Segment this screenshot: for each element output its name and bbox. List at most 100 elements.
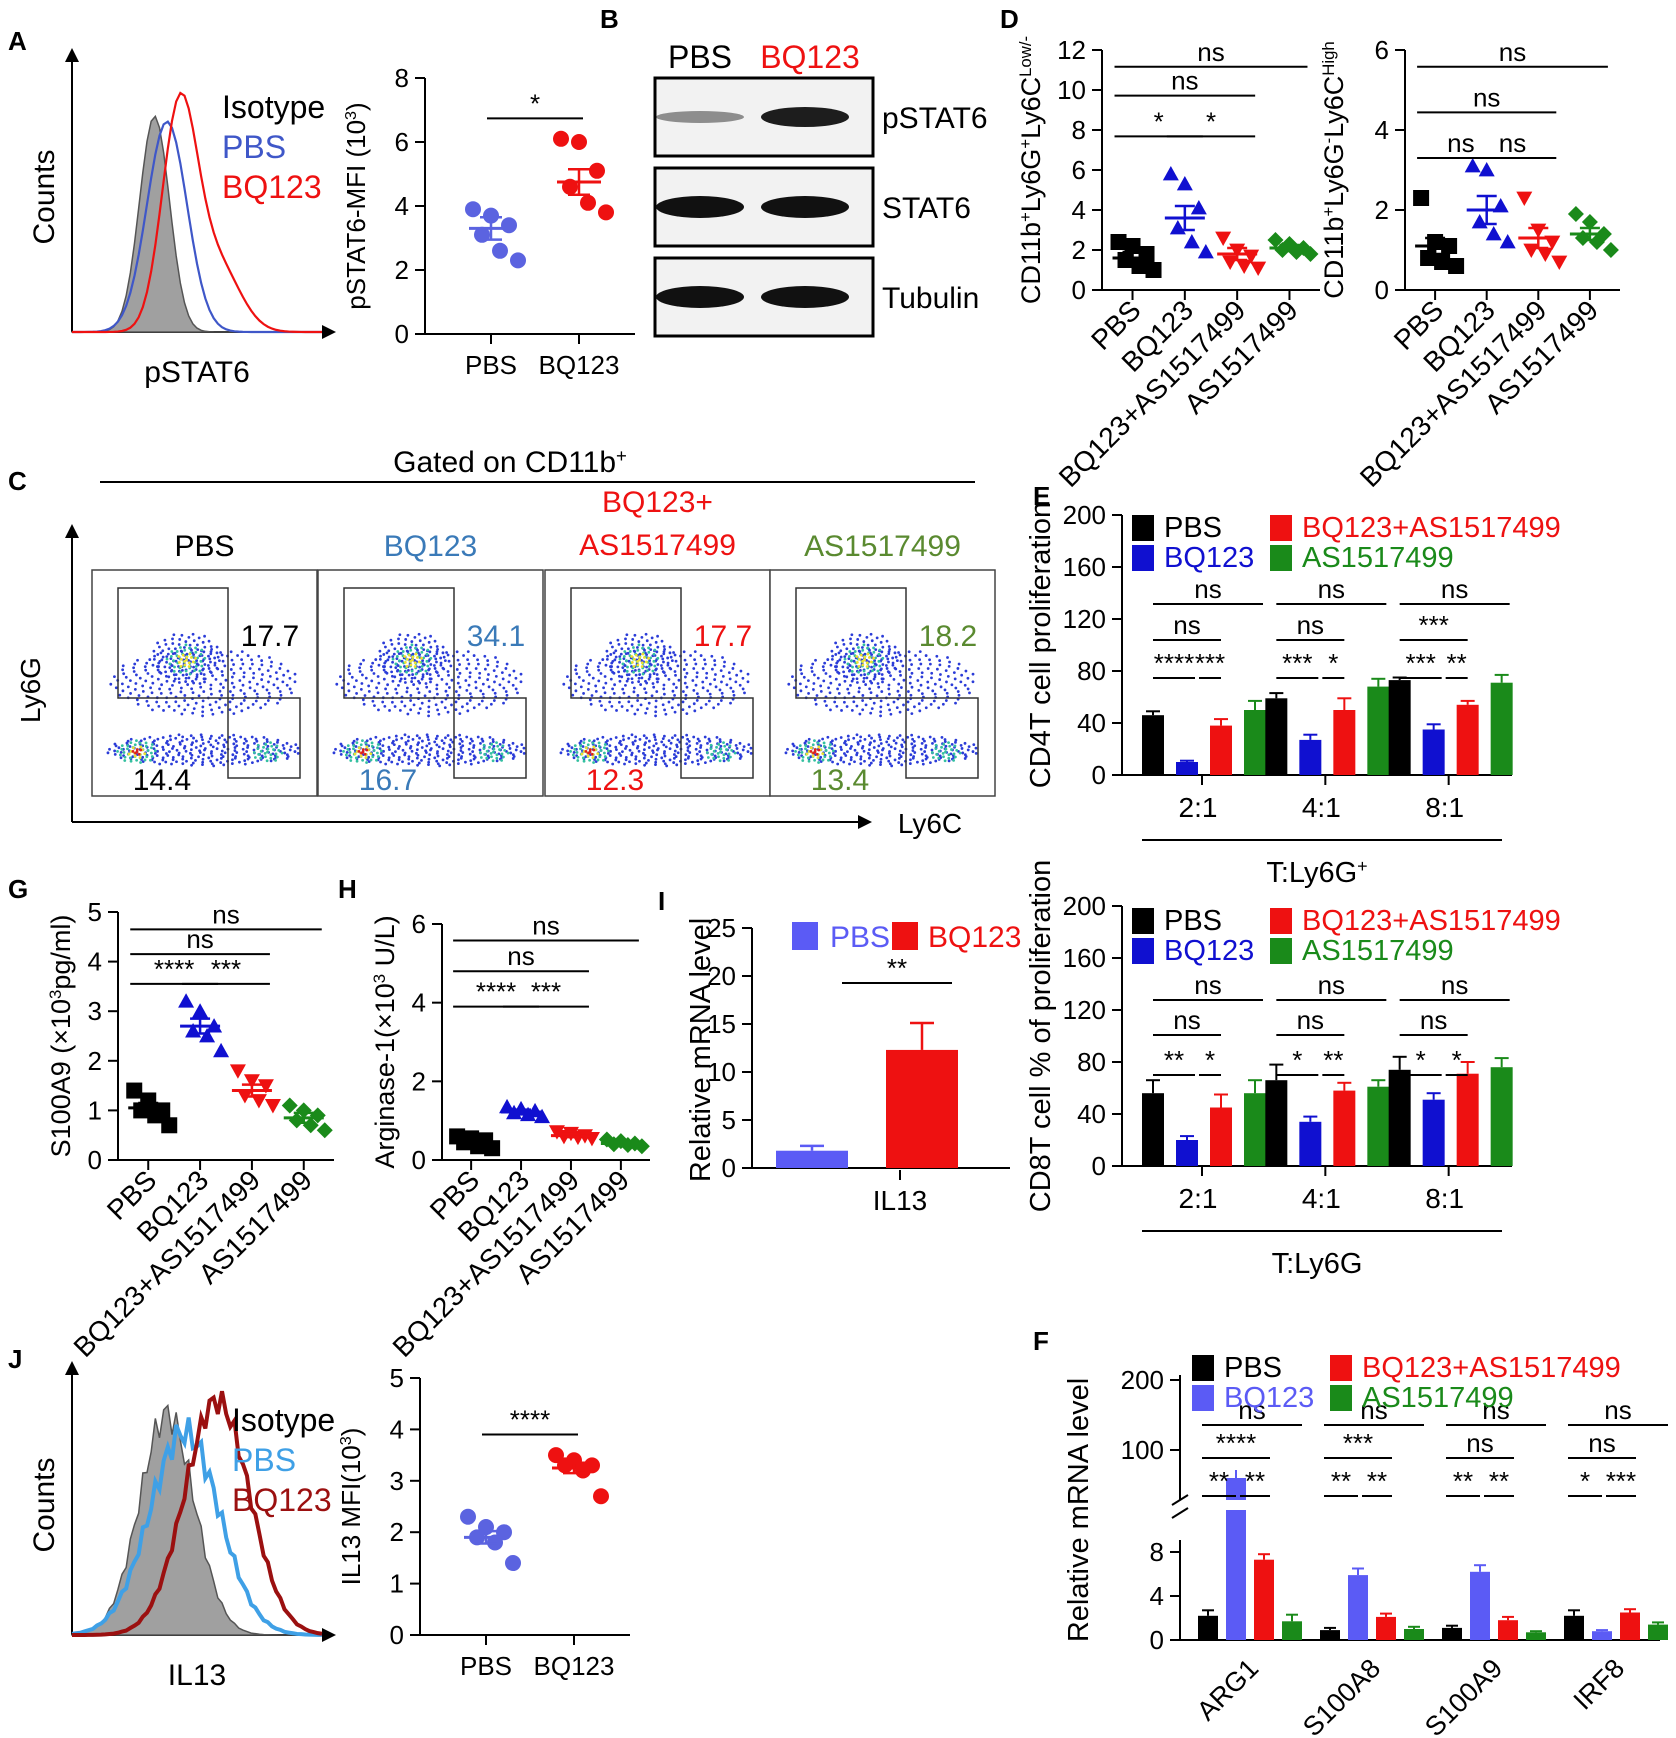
event-dot xyxy=(879,760,883,764)
event-dot xyxy=(399,677,403,681)
event-dot xyxy=(151,681,155,685)
event-dot xyxy=(181,673,185,677)
event-dot xyxy=(837,691,841,695)
event-dot xyxy=(784,751,788,755)
event-dot xyxy=(861,648,865,652)
event-dot xyxy=(153,751,157,755)
event-dot xyxy=(209,743,213,747)
event-dot xyxy=(201,710,205,714)
event-dot xyxy=(942,755,945,759)
event-dot xyxy=(945,691,949,695)
event-dot xyxy=(931,689,935,693)
event-dot xyxy=(447,673,450,677)
event-dot xyxy=(637,640,641,643)
event-dot xyxy=(911,746,915,749)
scatter-d-right-y-label: CD11b+Ly6G-Ly6CHigh xyxy=(1319,41,1350,298)
event-dot xyxy=(429,656,433,660)
event-dot xyxy=(888,762,892,766)
event-dot xyxy=(267,691,271,695)
event-dot xyxy=(619,754,623,757)
event-dot xyxy=(344,753,348,757)
bar xyxy=(1498,1620,1518,1640)
event-dot xyxy=(476,658,479,662)
label-part: 3 xyxy=(370,974,389,983)
event-dot xyxy=(582,737,586,741)
event-dot xyxy=(143,758,147,762)
event-dot xyxy=(573,747,577,751)
event-dot xyxy=(953,744,957,748)
event-dot xyxy=(966,676,970,680)
data-point xyxy=(1448,258,1465,274)
bars-e-top-y-label: CD4T cell proliferation xyxy=(1025,502,1057,788)
event-dot xyxy=(626,651,630,655)
event-dot xyxy=(168,734,172,738)
event-dot xyxy=(137,752,141,756)
event-dot xyxy=(865,635,869,639)
x-arrow xyxy=(322,325,336,339)
event-dot xyxy=(874,663,878,667)
event-dot xyxy=(124,675,128,679)
event-dot xyxy=(600,704,603,707)
event-dot xyxy=(183,744,187,748)
event-dot xyxy=(960,747,964,750)
event-dot xyxy=(623,668,627,672)
event-dot xyxy=(713,678,717,681)
event-dot xyxy=(926,686,930,690)
event-dot xyxy=(906,735,910,739)
event-dot xyxy=(228,690,232,693)
event-dot xyxy=(966,687,970,691)
event-dot xyxy=(207,667,211,670)
event-dot xyxy=(668,651,672,655)
event-dot xyxy=(617,700,621,704)
event-dot xyxy=(880,650,884,654)
event-dot xyxy=(718,738,722,741)
event-dot xyxy=(648,659,652,663)
event-dot xyxy=(893,758,897,762)
event-dot xyxy=(411,737,415,741)
event-dot xyxy=(813,698,817,702)
event-dot xyxy=(192,736,195,740)
event-dot xyxy=(461,705,464,709)
event-dot xyxy=(634,762,638,766)
event-dot xyxy=(393,705,397,708)
event-dot xyxy=(911,756,915,760)
event-dot xyxy=(588,748,592,752)
event-dot xyxy=(382,737,386,741)
event-dot xyxy=(278,690,282,693)
event-dot xyxy=(109,682,113,686)
event-dot xyxy=(135,758,139,762)
event-dot xyxy=(261,685,265,689)
event-dot xyxy=(959,680,963,684)
event-dot xyxy=(218,736,221,740)
event-dot xyxy=(478,748,482,752)
event-dot xyxy=(632,670,635,674)
event-dot xyxy=(150,743,154,746)
event-dot xyxy=(397,637,400,641)
event-dot xyxy=(417,660,421,664)
event-dot xyxy=(417,761,421,765)
scatter-d-left-sig: * xyxy=(1206,106,1216,136)
event-dot xyxy=(460,740,464,743)
event-dot xyxy=(588,673,591,677)
event-dot xyxy=(601,658,605,661)
event-dot xyxy=(376,746,379,750)
event-dot xyxy=(911,749,915,752)
event-dot xyxy=(396,762,399,766)
event-dot xyxy=(489,751,493,755)
event-dot xyxy=(597,668,601,672)
event-dot xyxy=(881,663,885,666)
event-dot xyxy=(425,652,429,656)
data-point xyxy=(492,242,508,259)
event-dot xyxy=(834,677,838,681)
event-dot xyxy=(153,749,157,753)
event-dot xyxy=(624,637,627,641)
event-dot xyxy=(917,688,921,692)
event-dot xyxy=(616,665,620,669)
event-dot xyxy=(859,755,863,759)
event-dot xyxy=(849,642,853,645)
event-dot xyxy=(232,733,236,737)
event-dot xyxy=(288,748,292,752)
event-dot xyxy=(339,752,343,756)
event-dot xyxy=(372,672,376,675)
label-part: U/L) xyxy=(370,915,400,974)
